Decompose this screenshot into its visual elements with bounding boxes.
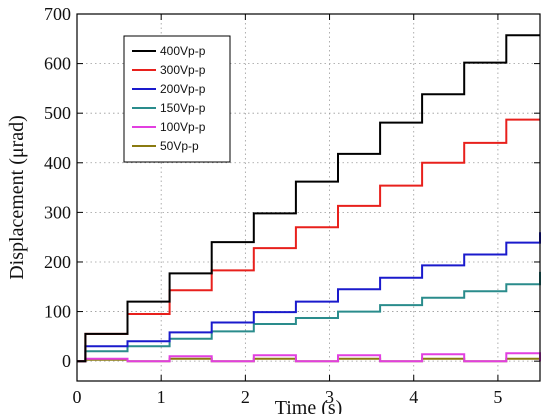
legend: 400Vp-p 300Vp-p 200Vp-p 150Vp-p 100Vp-p 50Vp-… xyxy=(123,35,231,163)
axis-ticks: 0 1 2 3 4 5 0 100 200 300 400 500 600 700 xyxy=(44,4,540,407)
y-tick-label: 300 xyxy=(44,202,71,222)
legend-label: 50Vp-p xyxy=(160,139,199,153)
legend-label: 300Vp-p xyxy=(160,63,206,77)
x-tick-label: 4 xyxy=(409,387,418,407)
series-line-200vp-p xyxy=(77,232,541,363)
series-line-100vp-p xyxy=(77,352,541,363)
x-tick-label: 1 xyxy=(157,387,166,407)
legend-label: 400Vp-p xyxy=(160,44,206,58)
y-axis-title: Displacement (μrad) xyxy=(6,115,28,280)
plot-frame xyxy=(76,13,541,382)
x-tick-label: 5 xyxy=(493,387,502,407)
y-tick-label: 200 xyxy=(44,252,71,272)
y-tick-label: 700 xyxy=(44,4,71,24)
x-axis-title: Time (s) xyxy=(275,397,343,414)
legend-label: 150Vp-p xyxy=(160,101,206,115)
series-group xyxy=(77,34,541,363)
y-tick-label: 100 xyxy=(44,302,71,322)
x-tick-label: 0 xyxy=(73,387,82,407)
legend-box xyxy=(123,35,231,163)
legend-label: 100Vp-p xyxy=(160,120,206,134)
series-line-400vp-p xyxy=(77,34,540,363)
y-tick-label: 500 xyxy=(44,103,71,123)
y-tick-label: 0 xyxy=(62,351,71,371)
y-tick-label: 400 xyxy=(44,153,71,173)
x-tick-label: 3 xyxy=(325,387,334,407)
y-tick-label: 600 xyxy=(44,54,71,74)
x-tick-label: 2 xyxy=(241,387,250,407)
legend-label: 200Vp-p xyxy=(160,82,206,96)
series-line-150vp-p xyxy=(77,271,541,363)
